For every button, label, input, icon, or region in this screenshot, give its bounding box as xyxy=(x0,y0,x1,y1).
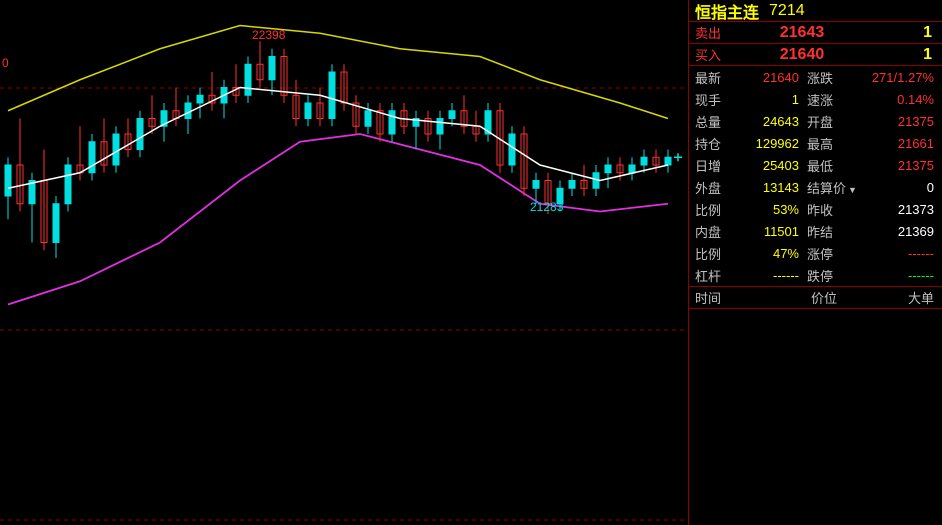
row-label2: 昨结 xyxy=(807,222,857,241)
row-label: 最新 xyxy=(689,68,729,87)
axis-label-zero: 0 xyxy=(2,56,9,70)
row-label: 总量 xyxy=(689,112,729,131)
quote-row: 杠杆------跌停------ xyxy=(689,264,942,286)
row-label: 日增 xyxy=(689,156,729,175)
row-value2: ------ xyxy=(857,246,942,261)
quote-row: 内盘11501昨结21369 xyxy=(689,220,942,242)
row-value: 25403 xyxy=(729,158,807,173)
row-value: 1 xyxy=(729,92,807,107)
chart-low-label: 21283 xyxy=(530,200,563,214)
quote-grid: 最新21640涨跌271/1.27%现手1速涨0.14%总量24643开盘213… xyxy=(689,66,942,287)
row-value: 21640 xyxy=(729,70,807,85)
row-label2: 涨跌 xyxy=(807,68,857,87)
quote-row: 外盘13143结算价▼0 xyxy=(689,176,942,198)
row-label: 内盘 xyxy=(689,222,729,241)
row-label: 外盘 xyxy=(689,178,729,197)
row-label: 持仓 xyxy=(689,134,729,153)
row-value: ------ xyxy=(729,268,807,283)
instrument-code: 7214 xyxy=(769,2,805,20)
quote-row: 日增25403最低21375 xyxy=(689,154,942,176)
row-label2: 昨收 xyxy=(807,200,857,219)
ask-price: 21643 xyxy=(737,24,867,42)
row-label2: 开盘 xyxy=(807,112,857,131)
ask-label: 卖出 xyxy=(689,23,737,42)
row-value: 13143 xyxy=(729,180,807,195)
instrument-name: 恒指主连 xyxy=(695,0,759,23)
bid-label: 买入 xyxy=(689,45,737,64)
row-value2: 21373 xyxy=(857,202,942,217)
ask-row: 卖出 21643 1 xyxy=(689,22,942,44)
ask-qty: 1 xyxy=(867,24,942,42)
row-value2: 21661 xyxy=(857,136,942,151)
row-value: 11501 xyxy=(729,224,807,239)
side-panel: 恒指主连 7214 卖出 21643 1 买入 21640 1 最新21640涨… xyxy=(688,0,942,525)
row-value2: 21375 xyxy=(857,158,942,173)
bid-row: 买入 21640 1 xyxy=(689,44,942,66)
row-label: 杠杆 xyxy=(689,266,729,285)
row-value: 129962 xyxy=(729,136,807,151)
row-value2: 21375 xyxy=(857,114,942,129)
row-value2: ------ xyxy=(857,268,942,283)
chart-area[interactable]: 0 22398 21283 xyxy=(0,0,688,525)
row-label: 比例 xyxy=(689,200,729,219)
hdr-bigorder: 大单 xyxy=(869,288,942,307)
bid-price: 21640 xyxy=(737,46,867,64)
hdr-time: 时间 xyxy=(689,288,779,307)
hdr-price: 价位 xyxy=(779,288,869,307)
row-value2: 0.14% xyxy=(857,92,942,107)
row-label2: 最高 xyxy=(807,134,857,153)
row-value2: 271/1.27% xyxy=(857,70,942,85)
row-value2: 0 xyxy=(857,180,942,195)
row-label: 现手 xyxy=(689,90,729,109)
quote-row: 持仓129962最高21661 xyxy=(689,132,942,154)
row-label: 比例 xyxy=(689,244,729,263)
quote-row: 最新21640涨跌271/1.27% xyxy=(689,66,942,88)
row-label2: 跌停 xyxy=(807,266,857,285)
quote-row: 比例53%昨收21373 xyxy=(689,198,942,220)
row-value: 24643 xyxy=(729,114,807,129)
row-value2: 21369 xyxy=(857,224,942,239)
row-label2: 结算价▼ xyxy=(807,178,857,197)
quote-row: 现手1速涨0.14% xyxy=(689,88,942,110)
row-label2: 最低 xyxy=(807,156,857,175)
panel-title: 恒指主连 7214 xyxy=(689,0,942,22)
chart-high-label: 22398 xyxy=(252,28,285,42)
tick-header: 时间 价位 大单 xyxy=(689,287,942,309)
row-label2: 速涨 xyxy=(807,90,857,109)
row-value: 47% xyxy=(729,246,807,261)
quote-row: 总量24643开盘21375 xyxy=(689,110,942,132)
bid-qty: 1 xyxy=(867,46,942,64)
quote-row: 比例47%涨停------ xyxy=(689,242,942,264)
candlestick-chart xyxy=(0,0,688,525)
row-label2: 涨停 xyxy=(807,244,857,263)
row-value: 53% xyxy=(729,202,807,217)
